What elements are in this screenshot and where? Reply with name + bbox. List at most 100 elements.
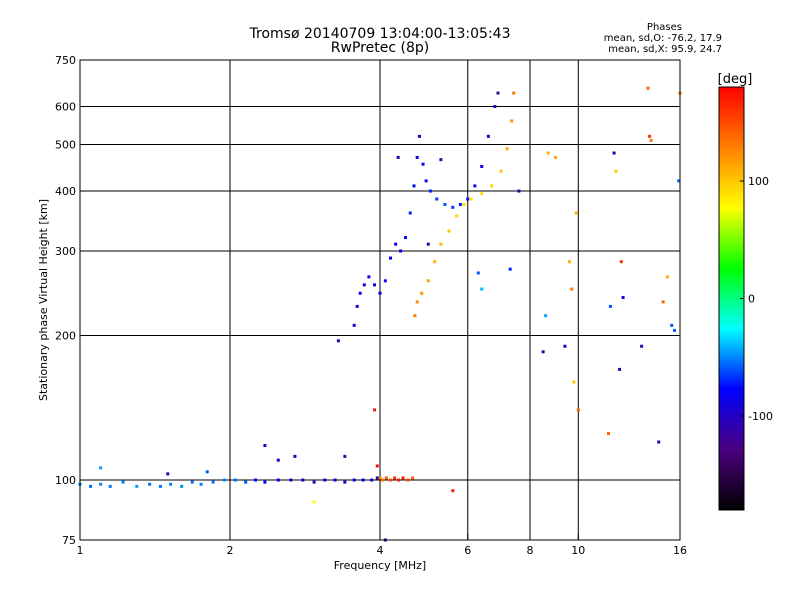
data-point — [403, 236, 407, 240]
data-point — [135, 484, 139, 488]
phase-stats-x: mean, sd,X: 95.9, 24.7 — [608, 44, 722, 55]
data-point — [508, 267, 512, 271]
x-axis-label: Frequency [MHz] — [334, 559, 426, 572]
data-point — [99, 466, 103, 470]
data-point — [355, 304, 359, 308]
data-point — [546, 151, 550, 155]
data-point — [323, 478, 327, 482]
data-point — [424, 179, 428, 183]
phase-stats-heading: Phases — [646, 22, 682, 33]
data-point — [389, 256, 393, 260]
colorbar-tick-label: 0 — [748, 293, 755, 306]
data-point — [673, 328, 677, 332]
data-point — [473, 184, 477, 188]
data-point — [607, 432, 611, 436]
data-point — [396, 155, 400, 159]
data-point — [541, 350, 545, 354]
data-point — [493, 105, 497, 109]
data-point — [343, 454, 347, 458]
data-point — [553, 155, 557, 159]
data-point — [205, 470, 209, 474]
x-tick-label: 6 — [464, 544, 471, 557]
y-tick-label: 400 — [55, 185, 76, 198]
data-point — [397, 478, 401, 482]
data-point — [378, 476, 382, 480]
data-point — [378, 291, 382, 295]
data-point — [389, 478, 393, 482]
data-point — [657, 440, 661, 444]
data-point — [512, 91, 516, 95]
data-point — [563, 344, 567, 348]
data-point — [476, 271, 480, 275]
data-point — [455, 214, 459, 218]
data-point — [574, 211, 578, 215]
data-point — [451, 489, 455, 493]
data-point — [544, 314, 548, 318]
data-point — [384, 476, 388, 480]
data-point — [458, 202, 462, 206]
data-point — [180, 484, 184, 488]
data-point — [677, 179, 681, 183]
data-point — [301, 478, 305, 482]
data-point — [648, 134, 652, 138]
data-point — [276, 478, 280, 482]
colorbar-label: [deg] — [718, 72, 753, 87]
y-axis-label: Stationary phase Virtual Height [km] — [37, 199, 50, 401]
x-tick-label: 4 — [377, 544, 384, 557]
data-point — [99, 482, 103, 486]
data-point — [336, 339, 340, 343]
data-point — [253, 478, 257, 482]
data-point — [462, 202, 466, 206]
x-tick-label: 10 — [571, 544, 585, 557]
data-point — [480, 192, 484, 196]
y-tick-label: 100 — [55, 474, 76, 487]
data-point — [276, 458, 280, 462]
data-point — [426, 279, 430, 283]
data-point — [352, 478, 356, 482]
data-point — [415, 300, 419, 304]
data-point — [433, 260, 437, 264]
data-point — [412, 184, 416, 188]
data-point — [370, 478, 374, 482]
y-tick-label: 500 — [55, 139, 76, 152]
y-tick-label: 200 — [55, 330, 76, 343]
data-point — [510, 119, 514, 123]
y-tick-label: 75 — [62, 534, 76, 547]
x-tick-label: 1 — [77, 544, 84, 557]
x-axis-ticks: 1 2 4 6 8 10 16 — [77, 534, 687, 557]
data-point — [570, 287, 574, 291]
data-point — [393, 476, 397, 480]
data-point — [443, 202, 447, 206]
data-point — [381, 478, 385, 482]
data-point — [608, 304, 612, 308]
data-point — [411, 476, 415, 480]
data-point — [490, 184, 494, 188]
data-point — [312, 500, 316, 504]
data-point — [148, 482, 152, 486]
data-point — [499, 169, 503, 173]
data-point — [439, 158, 443, 162]
y-tick-label: 600 — [55, 101, 76, 114]
data-point — [399, 249, 403, 253]
data-point — [408, 211, 412, 215]
data-point — [108, 484, 112, 488]
data-point — [169, 482, 173, 486]
data-point — [421, 162, 425, 166]
phase-stats: Phases mean, sd,O: -76.2, 17.9 mean, sd,… — [560, 22, 722, 55]
chart-title: Tromsø 20140709 13:04:00-13:05:43 — [249, 26, 511, 42]
data-point — [486, 134, 490, 138]
data-point — [406, 478, 410, 482]
data-point — [480, 287, 484, 291]
x-tick-label: 16 — [673, 544, 687, 557]
data-point — [263, 444, 267, 448]
data-point — [646, 86, 650, 90]
data-point — [576, 408, 580, 412]
data-point — [166, 472, 170, 476]
colorbar-tick-label: -100 — [748, 410, 773, 423]
colorbar-ticks: 100 0 -100 — [740, 175, 773, 423]
data-point — [373, 408, 377, 412]
data-point — [572, 380, 576, 384]
data-point — [670, 323, 674, 327]
data-point — [413, 314, 417, 318]
